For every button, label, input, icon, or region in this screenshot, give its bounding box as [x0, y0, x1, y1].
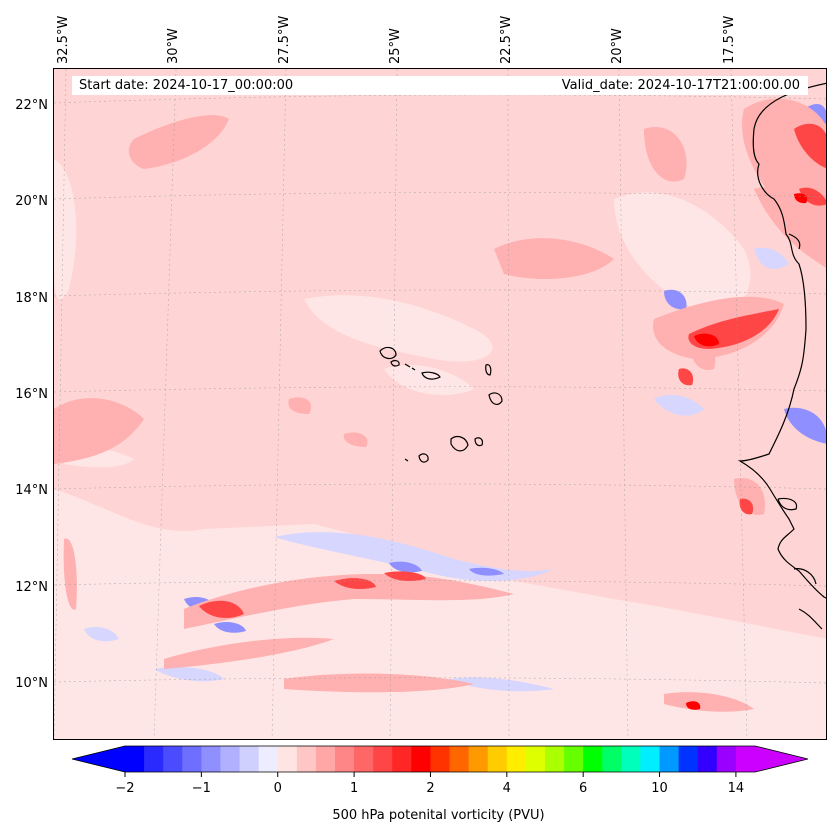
valid-date-label: Valid_date: 2024-10-17T21:00:00.00 — [561, 78, 800, 93]
lat-label-16n: 16°N — [15, 387, 48, 402]
colorbar-cell — [564, 746, 584, 772]
colorbar-cell — [525, 746, 546, 772]
colorbar-cell — [430, 746, 451, 772]
lat-label-20n: 20°N — [15, 194, 48, 209]
colorbar-over-arrow — [755, 746, 808, 772]
colorbar-tick-label: −2 — [115, 781, 135, 796]
pv-contour-map — [54, 69, 826, 739]
map-info-bar: Start date: 2024-10-17_00:00:00 Valid_da… — [72, 76, 808, 95]
pv-field-positive — [54, 98, 826, 712]
colorbar-cell — [659, 746, 680, 772]
coastline — [737, 82, 826, 630]
colorbar-cell — [258, 746, 279, 772]
colorbar-cell — [144, 746, 164, 772]
colorbar — [71, 745, 809, 777]
colorbar-cell — [487, 746, 508, 772]
colorbar-cell — [201, 746, 221, 772]
colorbar-cell — [392, 746, 412, 772]
colorbar-tick-label: 14 — [727, 781, 745, 796]
colorbar-cell — [411, 746, 431, 772]
lat-label-22n: 22°N — [15, 98, 48, 113]
colorbar-cell — [277, 746, 298, 772]
colorbar-cell — [545, 746, 565, 772]
colorbar-tick-label: 6 — [579, 781, 588, 796]
map-gridlines — [54, 69, 826, 739]
pv-field-near-zero — [54, 159, 826, 739]
colorbar-cell — [621, 746, 641, 772]
colorbar-tick-label: 4 — [502, 781, 511, 796]
colorbar-tick-label: −1 — [191, 781, 211, 796]
colorbar-cell — [716, 746, 737, 772]
colorbar-cell — [373, 746, 393, 772]
start-date-label: Start date: 2024-10-17_00:00:00 — [79, 78, 294, 93]
colorbar-cell — [296, 746, 317, 772]
colorbar-outline — [71, 745, 809, 773]
colorbar-cell — [182, 746, 202, 772]
colorbar-cell — [163, 746, 183, 772]
colorbar-under-arrow — [72, 746, 125, 772]
colorbar-cell — [735, 746, 756, 772]
colorbar-cell — [239, 746, 260, 772]
pv-field-minimum — [184, 104, 826, 633]
lat-label-14n: 14°N — [15, 483, 48, 498]
map-panel[interactable] — [53, 68, 827, 740]
colorbar-title: 500 hPa potenital vorticity (PVU) — [332, 808, 545, 823]
colorbar-tick-label: 1 — [349, 781, 359, 796]
lat-label-12n: 12°N — [15, 580, 48, 595]
colorbar-cell — [602, 746, 622, 772]
colorbar-cell — [354, 746, 374, 772]
colorbar-cell — [640, 746, 661, 772]
colorbar-tick-label: 0 — [273, 781, 282, 796]
colorbar-cell — [449, 746, 470, 772]
lat-label-10n: 10°N — [15, 676, 48, 691]
colorbar-cell — [335, 746, 355, 772]
colorbar-tick-label: 10 — [651, 781, 668, 796]
colorbar-cell — [315, 746, 336, 772]
cape-verde-islands — [379, 346, 503, 463]
pv-field-peak — [686, 193, 808, 710]
colorbar-tick-label: 2 — [426, 781, 435, 796]
colorbar-cell — [506, 746, 527, 772]
colorbar-cell — [125, 746, 145, 772]
colorbar-cell — [220, 746, 241, 772]
colorbar-cell — [697, 746, 718, 772]
colorbar-cell — [468, 746, 489, 772]
colorbar-cell — [678, 746, 699, 772]
lat-label-18n: 18°N — [15, 291, 48, 306]
colorbar-cell — [583, 746, 603, 772]
